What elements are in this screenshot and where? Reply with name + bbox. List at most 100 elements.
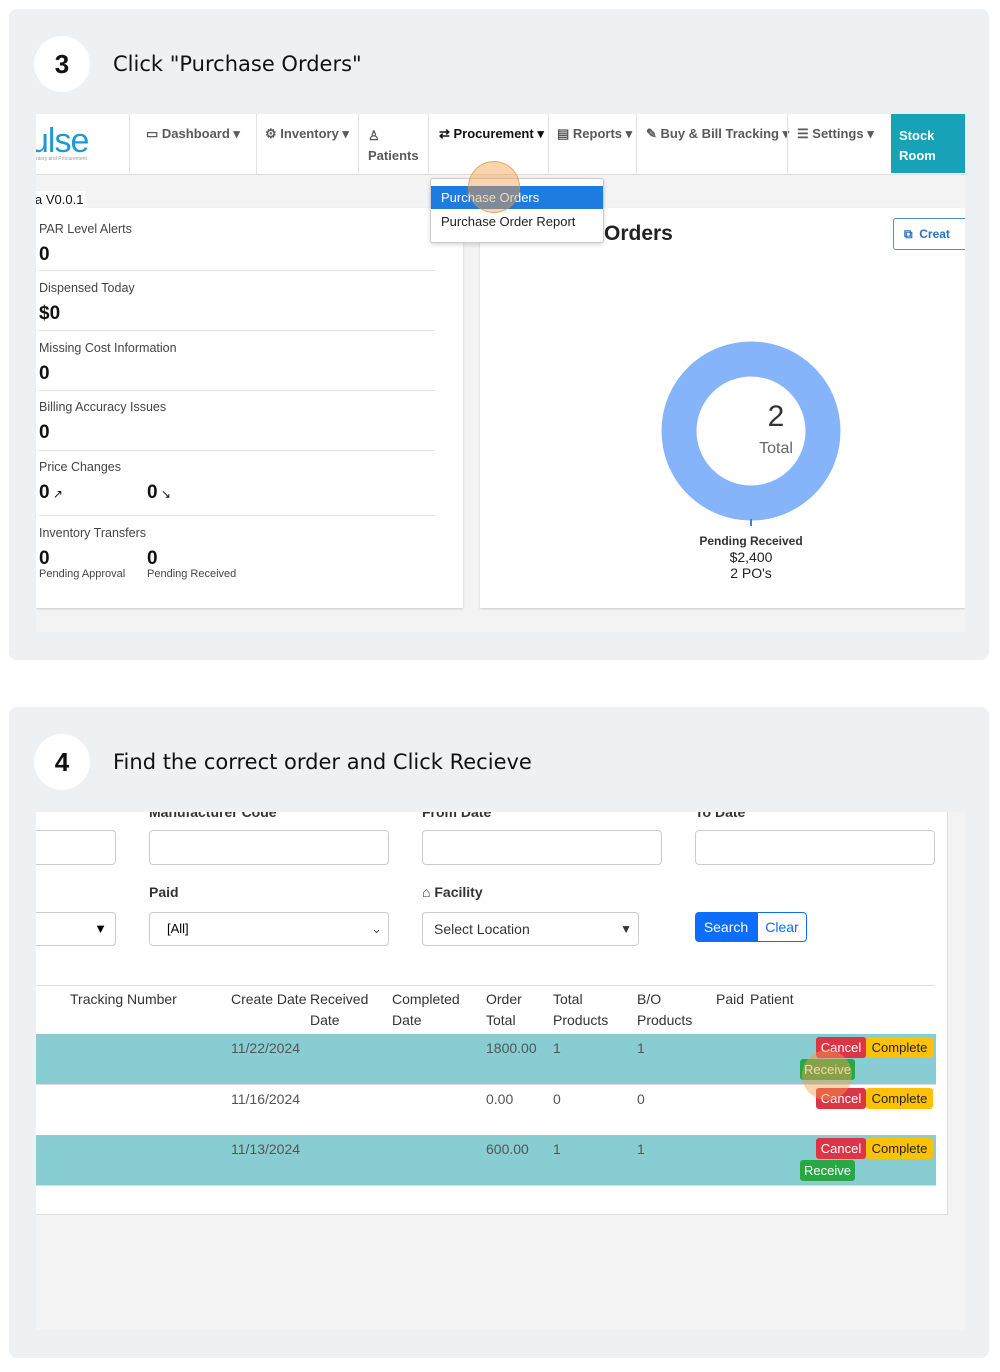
cell: 1 <box>553 1141 561 1157</box>
value: 0 <box>39 482 50 503</box>
logo-tagline: ntory and Procurement <box>36 156 87 162</box>
action-button[interactable]: Complete <box>866 1037 933 1058</box>
select[interactable]: ▼ <box>36 912 116 946</box>
donut <box>661 341 841 526</box>
separator <box>787 114 788 174</box>
select-value: Select Location <box>434 921 530 937</box>
button-label: Creat <box>919 227 950 241</box>
filter-label: ⌂ Facility <box>422 884 483 900</box>
metric-value: 0 ↘ <box>147 482 171 503</box>
metric-label: Price Changes <box>39 460 121 474</box>
nav-label: Settings <box>812 126 864 141</box>
metric-label: Billing Accuracy Issues <box>39 400 167 414</box>
nav-item[interactable]: ▤ Reports ▾ <box>557 126 633 141</box>
date-input[interactable] <box>422 830 662 865</box>
metric-value: 0 <box>39 244 50 265</box>
separator <box>428 114 429 174</box>
step-number: 4 <box>34 734 90 790</box>
orders-panel: Orders ⧉ Creat 2 Total Pending Received … <box>480 208 965 608</box>
cell: 1 <box>637 1141 645 1157</box>
nav-label: Inventory <box>280 126 339 141</box>
action-button[interactable]: Cancel <box>816 1138 866 1159</box>
action-button[interactable]: Receive <box>800 1160 855 1181</box>
donut-total: 2 <box>767 400 785 433</box>
label-text: Facility <box>434 884 483 900</box>
separator <box>636 114 637 174</box>
filter-label: Manufacturer Code <box>149 812 277 820</box>
nav-item[interactable]: ♙ Patients <box>368 128 419 163</box>
select[interactable]: [All] ⌄ <box>149 912 389 946</box>
metric-label: PAR Level Alerts <box>39 222 132 236</box>
action-button[interactable]: Complete <box>866 1138 933 1159</box>
nav-label: Patients <box>368 148 419 163</box>
column-header: B/O Products <box>637 991 693 1028</box>
divider <box>39 450 435 451</box>
stock-room-button[interactable]: Stock Room <box>891 114 965 173</box>
create-button[interactable]: ⧉ Creat <box>893 218 965 250</box>
select[interactable]: Select Location ▼ <box>422 912 639 946</box>
logo: ulse <box>36 122 89 160</box>
divider <box>39 390 435 391</box>
action-button[interactable]: Cancel <box>816 1037 866 1058</box>
separator <box>548 114 549 174</box>
select-value: [All] <box>167 921 189 936</box>
text-input[interactable] <box>149 830 389 865</box>
search-button[interactable]: Search <box>695 912 757 942</box>
column-header: Patient <box>750 991 794 1007</box>
legend: Pending Received <box>699 534 803 548</box>
amount: $2,400 <box>729 549 773 565</box>
nav-item[interactable]: ☰ Settings ▾ <box>797 126 874 141</box>
column-header: Order Total <box>486 991 522 1028</box>
click-indicator <box>802 1050 852 1100</box>
metric-value: 0 <box>39 422 50 443</box>
nav-item[interactable]: ⇄ Procurement ▾ <box>439 126 544 141</box>
separator <box>256 114 257 174</box>
cell: 600.00 <box>486 1141 529 1157</box>
cell: 0 <box>553 1091 561 1107</box>
step-number: 3 <box>34 36 90 92</box>
clear-button[interactable]: Clear <box>757 912 807 942</box>
screenshot: ulse ntory and Procurement ▭ Dashboard ▾… <box>36 114 965 632</box>
metric-value: 0 <box>39 363 50 384</box>
table-row <box>36 1034 936 1085</box>
table-row <box>36 1085 936 1136</box>
action-button[interactable]: Complete <box>866 1088 933 1109</box>
metric-sublabel: Pending Received <box>147 568 237 580</box>
value: 0 <box>147 482 158 503</box>
menu-item[interactable]: Purchase Order Report <box>441 214 576 229</box>
column-header: Paid <box>716 991 745 1007</box>
nav-label: Procurement <box>453 126 534 141</box>
cell: 11/13/2024 <box>231 1141 301 1157</box>
step-instruction: Click "Purchase Orders" <box>113 52 362 76</box>
cell: 0.00 <box>486 1091 514 1107</box>
panel-title: Orders <box>604 222 673 245</box>
filter-label: To Date <box>695 812 746 820</box>
nav-item[interactable]: ✎ Buy & Bill Tracking ▾ <box>646 126 790 141</box>
nav-label: Dashboard <box>161 126 230 141</box>
nav-item[interactable]: ⚙ Inventory ▾ <box>265 126 349 141</box>
cell: 1 <box>637 1040 645 1056</box>
nav-label: Stock Room <box>899 128 936 163</box>
column-header: Tracking Number <box>70 991 177 1007</box>
column-header: Received Date <box>310 991 369 1028</box>
cell: 0 <box>637 1091 645 1107</box>
date-input[interactable] <box>695 830 935 865</box>
column-header: Completed Date <box>392 991 460 1028</box>
text-input[interactable] <box>36 830 116 865</box>
action-button[interactable]: Cancel <box>816 1088 866 1109</box>
summary-panel: PAR Level Alerts 0 Dispensed Today $0 Mi… <box>36 208 463 608</box>
donut-label: Total <box>759 440 793 457</box>
column-header: Create Date <box>231 991 307 1007</box>
donut-ring <box>661 341 841 521</box>
column-header: Total Products <box>553 991 609 1028</box>
divider <box>36 985 935 986</box>
screenshot: Manufacturer Code From Date To Date Paid… <box>36 812 965 1330</box>
metric-value: $0 <box>39 303 61 324</box>
divider <box>39 515 435 516</box>
nav-item[interactable]: ▭ Dashboard ▾ <box>146 126 240 141</box>
divider <box>39 270 435 271</box>
action-button[interactable]: Receive <box>800 1059 855 1080</box>
metric-value: 0 <box>39 548 50 569</box>
divider <box>39 330 435 331</box>
